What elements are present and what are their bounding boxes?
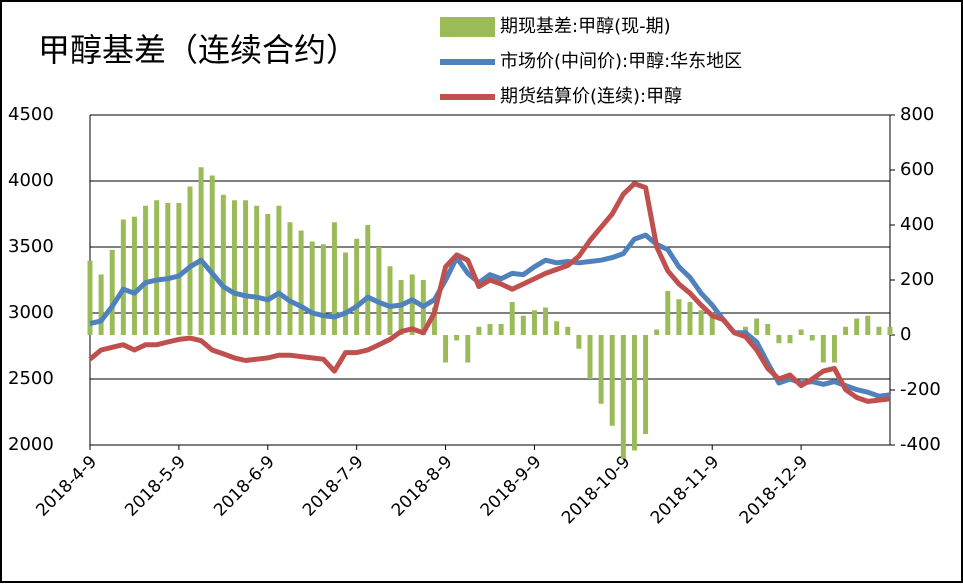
bar (154, 200, 160, 335)
y-tick-label: 4000 (8, 170, 54, 191)
bar (754, 318, 760, 335)
y-tick-label: 2000 (8, 434, 54, 455)
bar (443, 335, 449, 363)
bar (109, 249, 115, 335)
bar (531, 310, 537, 335)
bar (631, 335, 637, 451)
bar (798, 329, 804, 335)
bar (643, 335, 649, 434)
y2-tick-label: 800 (900, 104, 934, 125)
legend-swatch (440, 17, 495, 37)
bar (476, 326, 482, 335)
bar (665, 291, 671, 335)
y-tick-label: 3000 (8, 302, 54, 323)
bar (509, 302, 515, 335)
bar (87, 260, 93, 335)
bar (298, 230, 304, 335)
bar (787, 335, 793, 344)
bar (776, 335, 782, 344)
legend-label: 期货结算价(连续):甲醇 (500, 86, 682, 107)
bar (465, 335, 471, 363)
legend-label: 市场价(中间价):甲醇:华东地区 (500, 51, 742, 72)
bar (143, 205, 149, 335)
bar (520, 315, 526, 335)
bar (309, 241, 315, 335)
bar (276, 205, 282, 335)
bar (854, 318, 860, 335)
bar (565, 326, 571, 335)
bar (265, 214, 271, 335)
y2-tick-label: -200 (900, 379, 941, 400)
legend-label: 期现基差:甲醇(现-期) (500, 16, 671, 37)
bar (454, 335, 460, 341)
bar (176, 203, 182, 335)
bar (409, 274, 415, 335)
bar (543, 307, 549, 335)
bar (609, 335, 615, 426)
bar (654, 329, 660, 335)
bar (887, 326, 893, 335)
y-tick-label: 2500 (8, 368, 54, 389)
bar (198, 167, 204, 335)
bar (165, 203, 171, 335)
bar (698, 310, 704, 335)
bar (131, 216, 137, 335)
chart-title: 甲醇基差（连续合约） (38, 31, 358, 69)
bar (831, 335, 837, 363)
y2-tick-label: 0 (900, 324, 911, 345)
bar (587, 335, 593, 379)
bar (498, 324, 504, 335)
line (89, 232, 891, 399)
bar (320, 244, 326, 335)
bar (287, 222, 293, 335)
bar (387, 266, 393, 335)
bar (765, 324, 771, 335)
bar (809, 335, 815, 341)
bar (187, 186, 193, 335)
bar (576, 335, 582, 349)
bar (120, 219, 126, 335)
y2-tick-label: 400 (900, 214, 934, 235)
bar (231, 200, 237, 335)
bar (487, 324, 493, 335)
bar (843, 326, 849, 335)
bar (354, 238, 360, 335)
bar (254, 205, 260, 335)
bar (431, 307, 437, 335)
bar (676, 299, 682, 335)
bar (376, 247, 382, 335)
bar (620, 335, 626, 459)
y2-tick-label: 200 (900, 269, 934, 290)
bar (220, 194, 226, 335)
y-tick-label: 4500 (8, 104, 54, 125)
bar (709, 313, 715, 335)
bar (687, 302, 693, 335)
bar (865, 315, 871, 335)
line (88, 181, 891, 404)
bar (343, 252, 349, 335)
bar (876, 326, 882, 335)
bar (820, 335, 826, 363)
bar (209, 175, 215, 335)
bar (598, 335, 604, 404)
bar (243, 200, 249, 335)
bar (554, 321, 560, 335)
bar (98, 274, 104, 335)
y-tick-label: 3500 (8, 236, 54, 257)
bar (365, 225, 371, 335)
y2-tick-label: 600 (900, 159, 934, 180)
y2-tick-label: -400 (900, 434, 941, 455)
bar (331, 222, 337, 335)
